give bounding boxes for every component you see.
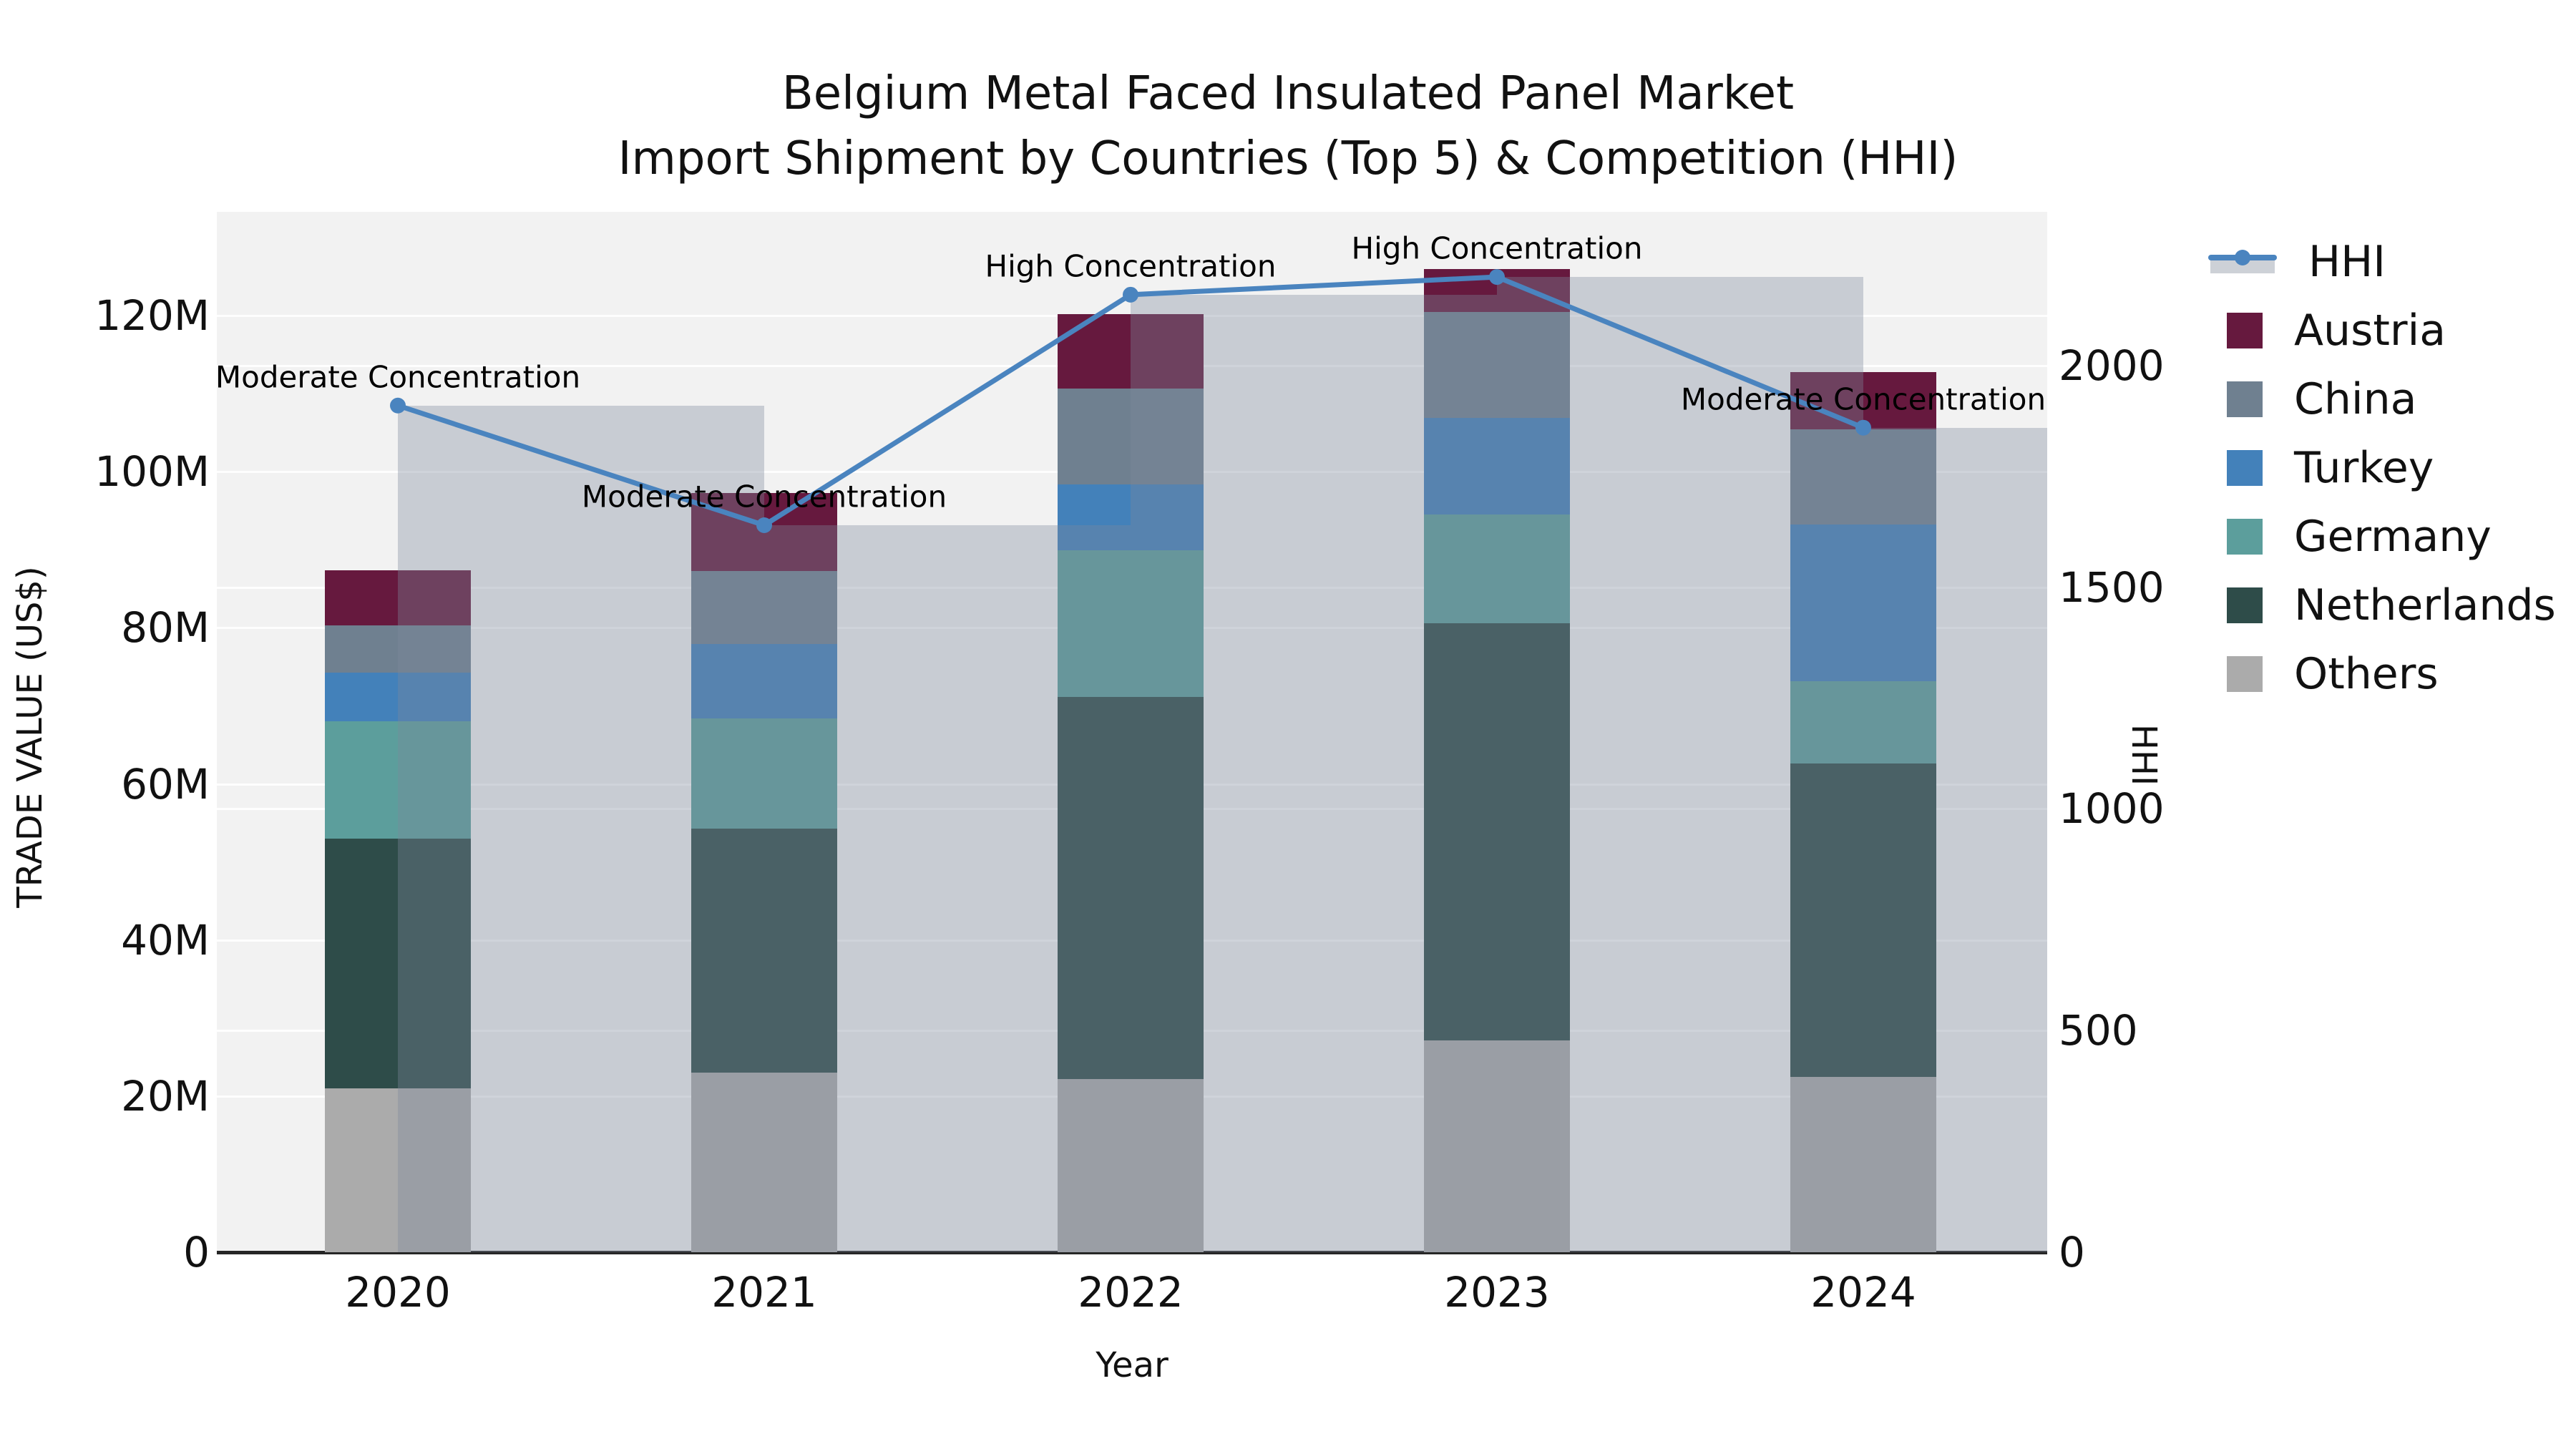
y-tick-right-1000: 1000 xyxy=(2059,784,2165,834)
y-tick-left-20M: 20M xyxy=(121,1071,210,1121)
y-tick-right-2000: 2000 xyxy=(2059,341,2165,390)
legend-item-china: China xyxy=(2208,365,2556,434)
y-tick-left-80M: 80M xyxy=(121,603,210,653)
annotation-2023: High Concentration xyxy=(1351,230,1643,266)
bar-segment-2020-china xyxy=(325,625,471,673)
legend-label-netherlands: Netherlands xyxy=(2294,580,2556,630)
bar-segment-2021-others xyxy=(691,1073,837,1252)
legend-label-china: China xyxy=(2294,374,2417,424)
y-axis-label-right: HHI xyxy=(2124,723,2164,786)
hhi-band-2024 xyxy=(1863,427,2047,1252)
bar-segment-2023-netherlands xyxy=(1424,623,1570,1041)
bar-segment-2024-others xyxy=(1790,1076,1936,1252)
x-tick-2022: 2022 xyxy=(1078,1268,1184,1317)
y-axis-label-left: TRADE VALUE (US$) xyxy=(10,566,50,908)
x-tick-2024: 2024 xyxy=(1810,1268,1916,1317)
bar-segment-2022-others xyxy=(1058,1078,1204,1252)
annotation-2020: Moderate Concentration xyxy=(215,359,581,395)
legend-item-hhi: HHI xyxy=(2208,228,2556,296)
x-tick-2021: 2021 xyxy=(711,1268,817,1317)
bar-segment-2024-germany xyxy=(1790,680,1936,764)
x-tick-2020: 2020 xyxy=(345,1268,451,1317)
x-axis-label: Year xyxy=(1096,1345,1169,1385)
hhi-swatch-dot-icon xyxy=(2235,250,2250,265)
y-tick-right-1500: 1500 xyxy=(2059,562,2165,612)
y-tick-left-120M: 120M xyxy=(94,291,210,341)
bar-segment-2022-germany xyxy=(1058,550,1204,698)
x-axis-spine xyxy=(217,1251,2047,1254)
legend-item-austria: Austria xyxy=(2208,296,2556,365)
bar-segment-2023-germany xyxy=(1424,514,1570,623)
annotation-2022: High Concentration xyxy=(985,248,1277,284)
bar-segment-2021-china xyxy=(691,570,837,645)
hhi-band-2021 xyxy=(764,525,1131,1252)
hhi-band-2023 xyxy=(1497,277,1863,1252)
bar-segment-2020-austria xyxy=(325,570,471,626)
bar-segment-2024-netherlands xyxy=(1790,763,1936,1077)
bar-segment-2020-others xyxy=(325,1088,471,1252)
legend-item-germany: Germany xyxy=(2208,502,2556,571)
chart-title-line2: Import Shipment by Countries (Top 5) & C… xyxy=(618,132,1958,185)
y-tick-right-500: 500 xyxy=(2059,1006,2138,1055)
x-tick-2023: 2023 xyxy=(1444,1268,1550,1317)
legend-label-hhi: HHI xyxy=(2308,237,2386,287)
legend-label-austria: Austria xyxy=(2294,306,2446,356)
color-swatch-icon-netherlands xyxy=(2227,587,2263,623)
legend-item-turkey: Turkey xyxy=(2208,434,2556,502)
legend-item-others: Others xyxy=(2208,640,2556,708)
bar-segment-2023-others xyxy=(1424,1040,1570,1252)
color-swatch-icon-germany xyxy=(2227,519,2263,555)
legend-label-others: Others xyxy=(2294,649,2439,699)
bar-segment-2021-netherlands xyxy=(691,828,837,1073)
bar-segment-2020-turkey xyxy=(325,672,471,722)
y-tick-right-0: 0 xyxy=(2059,1228,2085,1277)
color-swatch-icon-turkey xyxy=(2227,450,2263,486)
color-swatch-icon-china xyxy=(2227,381,2263,417)
bar-segment-2022-netherlands xyxy=(1058,697,1204,1079)
annotation-2021: Moderate Concentration xyxy=(581,479,947,514)
color-swatch-icon-others xyxy=(2227,656,2263,692)
color-swatch-icon-austria xyxy=(2227,313,2263,348)
legend-label-turkey: Turkey xyxy=(2294,443,2434,493)
hhi-line-swatch-icon xyxy=(2208,246,2277,278)
legend: HHI Austria China Turkey Germany Netherlands O… xyxy=(2208,228,2556,708)
bar-segment-2021-turkey xyxy=(691,644,837,718)
y-tick-left-100M: 100M xyxy=(94,447,210,497)
hhi-swatch-band-icon xyxy=(2210,258,2275,273)
hhi-band-2022 xyxy=(1131,294,1497,1252)
bar-segment-2020-germany xyxy=(325,721,471,839)
chart-title-line1: Belgium Metal Faced Insulated Panel Mark… xyxy=(781,67,1795,120)
y-tick-left-60M: 60M xyxy=(121,759,210,809)
annotation-2024: Moderate Concentration xyxy=(1680,381,2046,417)
bar-segment-2021-germany xyxy=(691,718,837,829)
hhi-band-2020 xyxy=(398,405,764,1252)
chart-title: Belgium Metal Faced Insulated Panel Mark… xyxy=(0,62,2576,192)
bar-segment-2024-turkey xyxy=(1790,525,1936,681)
legend-item-netherlands: Netherlands xyxy=(2208,571,2556,640)
bar-segment-2020-netherlands xyxy=(325,838,471,1088)
y-tick-left-40M: 40M xyxy=(121,915,210,965)
y-tick-left-0: 0 xyxy=(183,1228,210,1277)
legend-label-germany: Germany xyxy=(2294,512,2492,562)
